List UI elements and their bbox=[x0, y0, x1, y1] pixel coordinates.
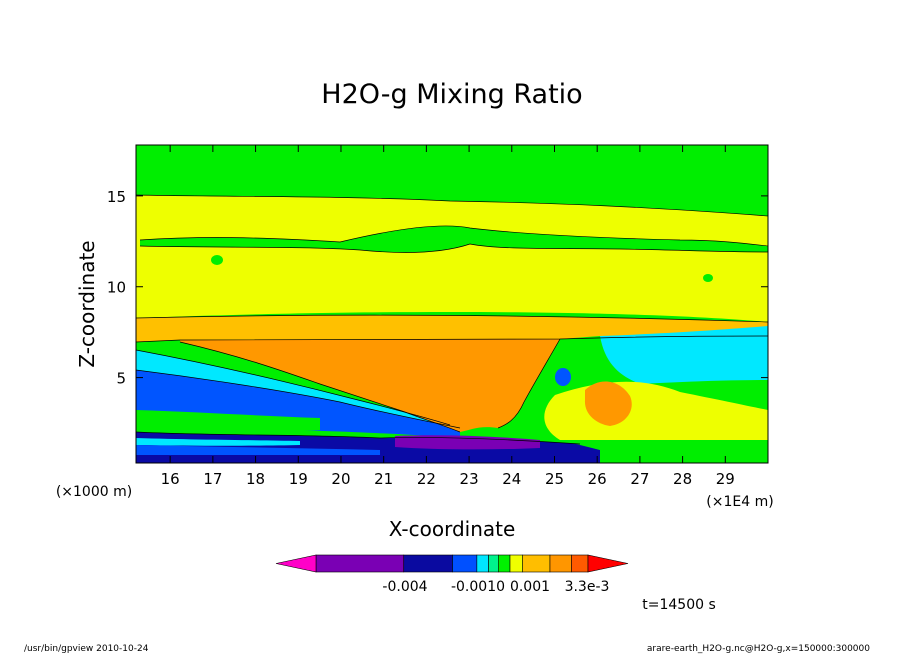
x-tick-label: 22 bbox=[417, 470, 436, 488]
colorbar bbox=[275, 554, 629, 573]
field-orange-blob-right bbox=[584, 381, 632, 426]
y-axis-label: Z-coordinate bbox=[75, 240, 99, 367]
colorbar-swatch bbox=[476, 554, 489, 573]
footer-left: /usr/bin/gpview 2010-10-24 bbox=[24, 644, 149, 654]
colorbar-swatch bbox=[571, 554, 589, 573]
x-tick-label: 28 bbox=[673, 470, 692, 488]
colorbar-tick-label: 0.001 bbox=[510, 579, 550, 595]
chart-title: H2O-g Mixing Ratio bbox=[321, 79, 582, 110]
y-axis-unit: (×1000 m) bbox=[56, 484, 132, 500]
x-tick-label: 17 bbox=[203, 470, 222, 488]
field-cyan-right bbox=[600, 326, 768, 384]
contour-lines bbox=[135, 194, 769, 445]
colorbar-high-arrow bbox=[587, 554, 629, 573]
x-axis-unit: (×1E4 m) bbox=[706, 494, 773, 510]
field-green-patch-left bbox=[211, 255, 223, 265]
colorbar-swatch bbox=[403, 554, 453, 573]
field-light-orange bbox=[136, 315, 768, 342]
field-purple-core bbox=[395, 435, 540, 450]
colorbar-tick-label: -0.0010 bbox=[451, 579, 505, 595]
colorbar-swatch bbox=[452, 554, 478, 573]
field-orange-plume bbox=[180, 339, 560, 432]
x-ticks: 16 17 18 19 20 21 22 23 24 25 26 27 28 29 bbox=[161, 145, 735, 488]
field-green-inclusion bbox=[140, 225, 768, 253]
x-tick-label: 24 bbox=[502, 470, 521, 488]
footer-right: arare-earth_H2O-g.nc@H2O-g,x=150000:3000… bbox=[647, 644, 870, 654]
heatmap-field bbox=[135, 145, 769, 463]
field-blue-blob bbox=[555, 368, 571, 386]
plot-frame bbox=[135, 144, 769, 464]
time-label: t=14500 s bbox=[642, 597, 716, 613]
x-tick-label: 16 bbox=[161, 470, 180, 488]
field-yellow-band bbox=[136, 195, 768, 322]
colorbar-swatch bbox=[522, 554, 551, 573]
y-ticks: 5 10 15 bbox=[107, 188, 768, 388]
field-green-lowleft bbox=[136, 410, 320, 432]
y-tick-label: 10 bbox=[107, 279, 126, 297]
field-blue-bottom bbox=[136, 445, 380, 455]
y-tick-label: 15 bbox=[107, 188, 126, 206]
x-tick-label: 21 bbox=[374, 470, 393, 488]
x-axis-label: X-coordinate bbox=[389, 517, 516, 541]
x-tick-label: 19 bbox=[289, 470, 308, 488]
x-tick-label: 26 bbox=[588, 470, 607, 488]
colorbar-tick-label: 3.3e-3 bbox=[565, 579, 610, 595]
y-tick-label: 5 bbox=[116, 370, 126, 388]
colorbar-swatch bbox=[315, 554, 405, 573]
colorbar-swatch bbox=[498, 554, 511, 573]
colorbar-labels: -0.004 -0.0010 0.001 3.3e-3 bbox=[382, 579, 609, 595]
colorbar-swatch bbox=[509, 554, 523, 573]
field-green-patch-right bbox=[703, 274, 713, 282]
x-tick-label: 23 bbox=[460, 470, 479, 488]
x-tick-label: 29 bbox=[716, 470, 735, 488]
colorbar-tick-label: -0.004 bbox=[382, 579, 427, 595]
colorbar-low-arrow bbox=[275, 554, 317, 573]
colorbar-swatch bbox=[488, 554, 499, 573]
field-cyan-bottom bbox=[136, 438, 300, 446]
x-tick-label: 20 bbox=[331, 470, 350, 488]
field-green-rightbottom bbox=[560, 440, 768, 463]
x-tick-label: 18 bbox=[246, 470, 265, 488]
colorbar-swatch bbox=[549, 554, 572, 573]
x-tick-label: 27 bbox=[630, 470, 649, 488]
x-tick-label: 25 bbox=[545, 470, 564, 488]
